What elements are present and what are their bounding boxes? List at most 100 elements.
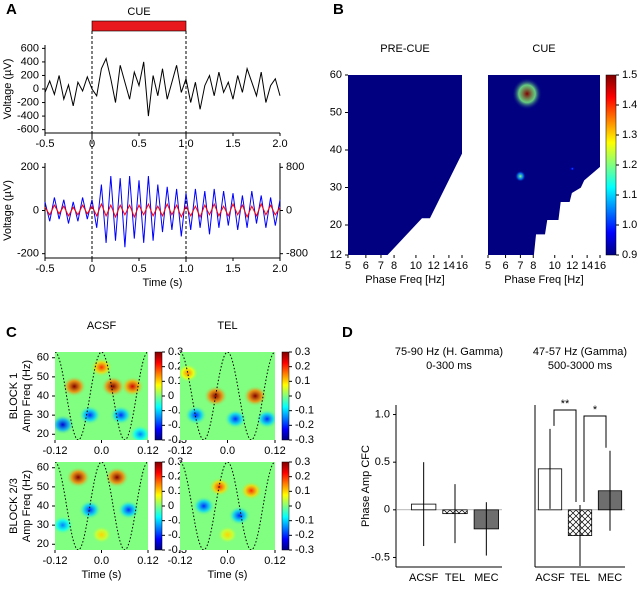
hotspot [192, 496, 215, 516]
x-tick-label: 16 [594, 260, 606, 272]
hotspot [256, 409, 275, 429]
y-tick-label: 0.1 [168, 375, 183, 387]
y-tick-label: 40 [37, 390, 49, 402]
x-tick-label: 0 [89, 263, 95, 275]
significance-bracket [553, 409, 577, 503]
x-tick-label: 0.5 [131, 263, 146, 275]
x-tick-label: TEL [570, 572, 590, 584]
y-tick-label: -0.1 [295, 405, 314, 417]
x-tick-label: -0.12 [42, 445, 67, 457]
hotspot [78, 500, 101, 520]
y-axis-label: Voltage (µV) [2, 180, 14, 241]
y-tick-label: 1.4 [622, 99, 637, 111]
y-tick-label: 0.2 [295, 471, 310, 483]
hotspot [203, 385, 228, 407]
x-tick-label: -0.5 [36, 263, 55, 275]
y-tick-label: 30 [330, 181, 342, 193]
x-tick-label: 8 [391, 260, 397, 272]
hotspot [109, 405, 132, 425]
y-axis-label: BLOCK 1 [8, 373, 20, 419]
y-tick-label: 30 [37, 409, 49, 421]
colorbar [154, 351, 163, 441]
x-tick-label: 1.0 [178, 263, 193, 275]
significance-bracket [583, 415, 607, 503]
y-tick-label: 1.0 [622, 219, 637, 231]
x-axis-label: Time (s) [143, 277, 183, 289]
hotspot [512, 77, 543, 110]
y-tick-label: 1.0 [375, 408, 390, 420]
y-axis-label: Voltage (µV) [2, 59, 14, 120]
phase-overlay [180, 462, 275, 550]
x-tick-label: 12 [428, 260, 440, 272]
x-tick-label: 10 [410, 260, 422, 272]
x-tick-label: 16 [456, 260, 468, 272]
x-tick-label: -0.12 [42, 555, 67, 567]
colorbar [605, 74, 617, 256]
hotspot [180, 363, 199, 383]
x-tick-label: 6 [363, 260, 369, 272]
x-tick-label: 2.0 [272, 263, 287, 275]
x-tick-label: 6 [502, 260, 508, 272]
y-axis-label: Phase Amp CFC [360, 445, 372, 527]
y-tick-label: 0.9 [622, 249, 637, 261]
x-tick-label: 1.5 [225, 138, 240, 150]
x-tick-label: TEL [445, 572, 465, 584]
colorbar [281, 351, 290, 441]
hotspot [62, 376, 87, 397]
panel-letter: C [6, 324, 17, 341]
hotspot [78, 405, 101, 425]
panel-letter: B [333, 1, 344, 18]
y-tick-label: 1.2 [622, 159, 637, 171]
y-tick-label: 0.2 [168, 361, 183, 373]
hotspot [243, 385, 268, 407]
x-tick-label: 5 [485, 260, 491, 272]
cue-label: CUE [127, 6, 150, 18]
y-tick-label: 400 [21, 56, 39, 68]
group-subtitle: 0-300 ms [426, 360, 472, 372]
x-tick-label: 7 [517, 260, 523, 272]
y-tick-label: 20 [37, 428, 49, 440]
y-tick-label: 50 [37, 481, 49, 493]
y-tick-label: 0.3 [168, 456, 183, 468]
x-axis-label: Time (s) [208, 569, 248, 581]
plot-title: ACSF [87, 320, 117, 332]
y-tick-label: 0 [33, 204, 39, 216]
x-tick-label: 12 [566, 260, 578, 272]
x-tick-label: 0.0 [94, 555, 109, 567]
heatmap [180, 352, 275, 440]
y-tick-label: 0 [168, 500, 174, 512]
hotspot [217, 526, 238, 544]
y-tick-label: -200 [17, 96, 39, 108]
y-tick-label: 1.5 [622, 69, 637, 81]
y-tick-label: 0.2 [295, 361, 310, 373]
phase-overlay [55, 462, 148, 550]
y-tick-label: 0 [168, 390, 174, 402]
colorbar [281, 461, 290, 551]
y-tick-label: 0.3 [295, 346, 310, 358]
y-tick-label: 60 [330, 69, 342, 81]
y-tick-label: 0.1 [295, 485, 310, 497]
hotspot [55, 516, 74, 535]
x-tick-label: 10 [549, 260, 561, 272]
y-tick-label: -0.3 [295, 544, 314, 556]
hotspot [228, 506, 251, 526]
x-axis-label: Phase Freq [Hz] [504, 274, 583, 286]
y-tick-label: 60 [37, 352, 49, 364]
y-tick-label: 12 [330, 249, 342, 261]
y-tick-label: -0.2 [295, 529, 314, 541]
phase-overlay [55, 352, 148, 440]
y-tick-label: 40 [330, 144, 342, 156]
x-tick-label: 2.0 [272, 138, 287, 150]
x-tick-label: -0.5 [36, 138, 55, 150]
x-tick-label: 0.12 [137, 555, 158, 567]
y-tick-label: 50 [330, 106, 342, 118]
x-tick-label: ACSF [535, 572, 565, 584]
y-tick-label: 0.2 [168, 471, 183, 483]
hotspot [117, 500, 140, 520]
hotspot [515, 170, 526, 182]
y-tick-label: -800 [286, 248, 308, 260]
x-tick-label: ACSF [409, 572, 439, 584]
x-tick-label: 0.12 [264, 445, 285, 457]
y-tick-label: 1.3 [622, 129, 637, 141]
